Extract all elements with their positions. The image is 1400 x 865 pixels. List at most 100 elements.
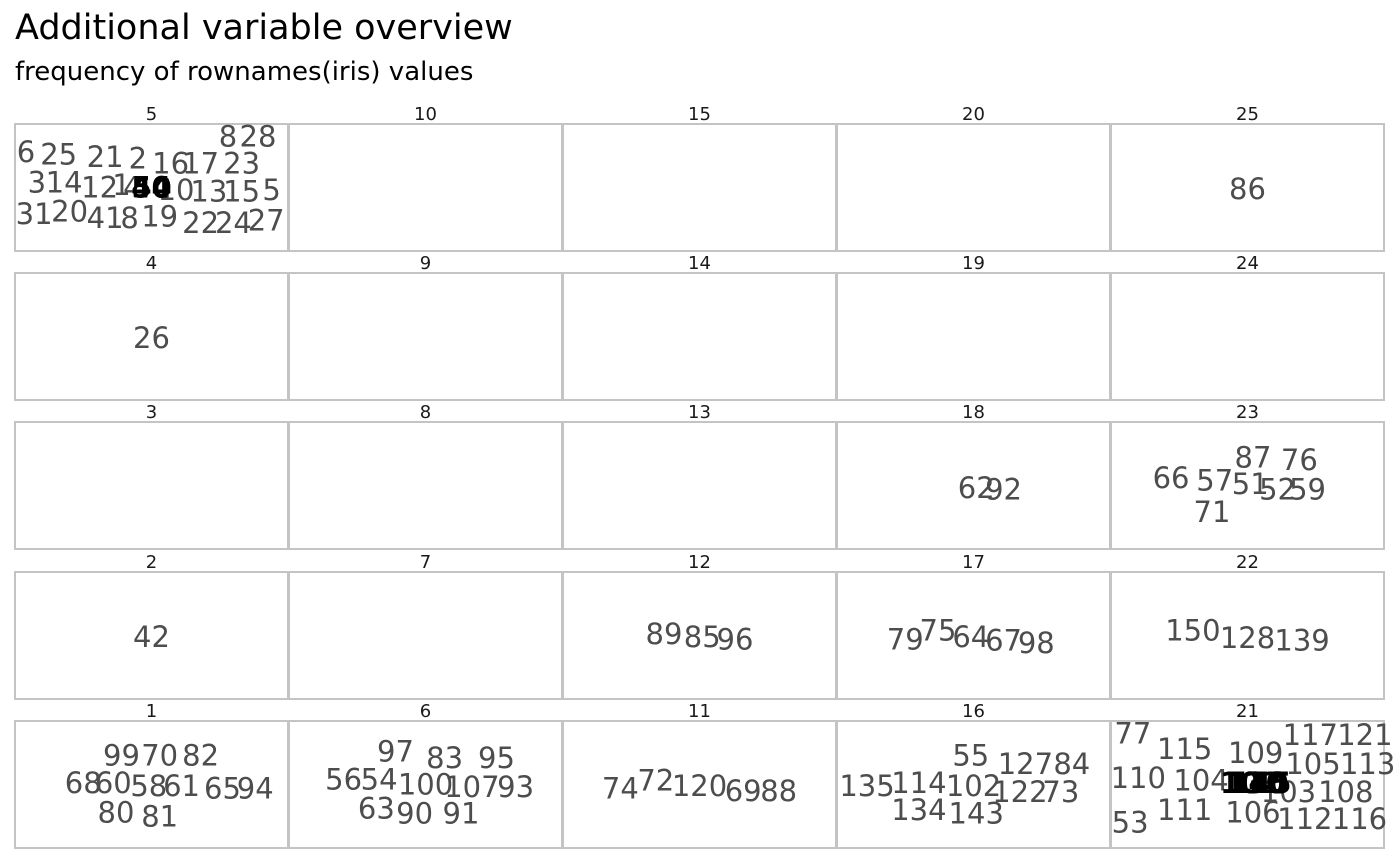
facet-panel-border — [14, 571, 289, 700]
facet-strip-label: 8 — [420, 402, 431, 423]
word-label: 83 — [426, 741, 463, 775]
facet-strip-label: 1 — [146, 701, 157, 722]
facet-strip-label: 16 — [962, 701, 985, 722]
chart-title: Additional variable overview — [15, 8, 513, 48]
facet-panel-border — [1110, 421, 1385, 550]
word-label: 134 — [891, 793, 946, 827]
facet-strip-label: 6 — [420, 701, 431, 722]
word-label: 89 — [646, 617, 683, 651]
facet-panel-border — [14, 421, 289, 550]
word-label: 113 — [1340, 747, 1395, 781]
facet-panel-3: 3 — [14, 402, 289, 550]
facet-strip-label: 12 — [688, 552, 711, 573]
word-label: 8 — [219, 120, 237, 154]
facet-panel-9: 9 — [288, 253, 563, 401]
facet-panel-border — [14, 720, 289, 849]
facet-strip-label: 14 — [688, 253, 711, 274]
facet-panel-border — [288, 123, 563, 252]
facet-panel-border — [1110, 123, 1385, 252]
word-label: 140 — [1228, 766, 1289, 800]
word-label: 74 — [602, 771, 639, 805]
word-label: 97 — [377, 734, 414, 768]
facet-panel-22: 22 150 128 139 — [1110, 552, 1385, 700]
word-label: 50 — [131, 171, 171, 205]
word-label: 23 — [223, 146, 260, 180]
word-label: 58 — [130, 769, 167, 803]
word-label: 42 — [133, 620, 170, 654]
word-label: 59 — [1289, 472, 1326, 506]
word-label: 26 — [133, 321, 170, 355]
word-label: 92 — [985, 472, 1022, 506]
word-label: 56 — [325, 762, 362, 796]
facet-panel-24: 24 — [1110, 253, 1385, 401]
word-label: 64 — [952, 620, 989, 654]
facet-strip-label: 17 — [962, 552, 985, 573]
word-label: 98 — [1018, 626, 1055, 660]
facet-panel-border — [562, 421, 837, 550]
facet-strip-label: 22 — [1236, 552, 1259, 573]
word-label: 3 — [28, 165, 46, 199]
word-label: 90 — [396, 797, 433, 831]
word-label: 51 — [1232, 467, 1269, 501]
word-label: 130 — [1225, 766, 1286, 800]
facet-panel-border — [562, 272, 837, 401]
word-label: 57 — [1196, 463, 1233, 497]
word-label: 150 — [1165, 613, 1220, 647]
word-label: 135 — [839, 769, 894, 803]
word-label: 12 — [81, 171, 118, 205]
word-label: 27 — [248, 204, 285, 238]
word-label: 21 — [87, 140, 124, 174]
word-label: 110 — [1111, 761, 1166, 795]
word-label: 109 — [1228, 736, 1283, 770]
word-label: 69 — [725, 774, 762, 808]
word-label: 62 — [958, 471, 995, 505]
word-label: 88 — [760, 774, 797, 808]
word-label: 2 — [129, 141, 147, 175]
word-label: 77 — [1114, 717, 1151, 751]
facet-panel-10: 10 — [288, 104, 563, 252]
word-label: 60 — [95, 766, 132, 800]
facet-panel-2: 2 42 — [14, 552, 289, 700]
facet-panel-13: 13 — [562, 402, 837, 550]
word-label: 4 — [123, 171, 141, 205]
word-label: 105 — [1285, 747, 1340, 781]
word-label: 108 — [1318, 775, 1373, 809]
facet-panel-14: 14 — [562, 253, 837, 401]
word-label: 5 — [262, 173, 280, 207]
word-label: 8 — [120, 201, 138, 235]
word-label: 104 — [1173, 764, 1228, 798]
word-label: 10 — [158, 173, 195, 207]
word-label: 93 — [497, 770, 534, 804]
facet-panel-15: 15 — [562, 104, 837, 252]
word-label: 20 — [51, 195, 88, 229]
word-label: 117 — [1283, 718, 1338, 752]
facet-panel-7: 7 — [288, 552, 563, 700]
word-label: 65 — [204, 771, 241, 805]
facet-panel-border — [14, 123, 289, 252]
word-label: 66 — [1153, 461, 1190, 495]
facet-strip-label: 4 — [146, 253, 157, 274]
facet-panel-19: 19 — [836, 253, 1111, 401]
word-label: 72 — [637, 764, 674, 798]
word-label: 55 — [952, 738, 989, 772]
facet-panel-border — [562, 720, 837, 849]
word-label: 19 — [141, 200, 178, 234]
word-label: 1 — [112, 168, 130, 202]
word-label: 6 — [17, 135, 35, 169]
word-label: 101 — [1220, 766, 1281, 800]
word-label: 54 — [361, 762, 398, 796]
word-label: 76 — [1281, 443, 1318, 477]
word-label: 143 — [949, 797, 1004, 831]
facet-panel-border — [1110, 720, 1385, 849]
facet-strip-label: 11 — [688, 701, 711, 722]
facet-panel-border — [1110, 571, 1385, 700]
word-label: 28 — [240, 120, 277, 154]
facet-strip-label: 21 — [1236, 701, 1259, 722]
